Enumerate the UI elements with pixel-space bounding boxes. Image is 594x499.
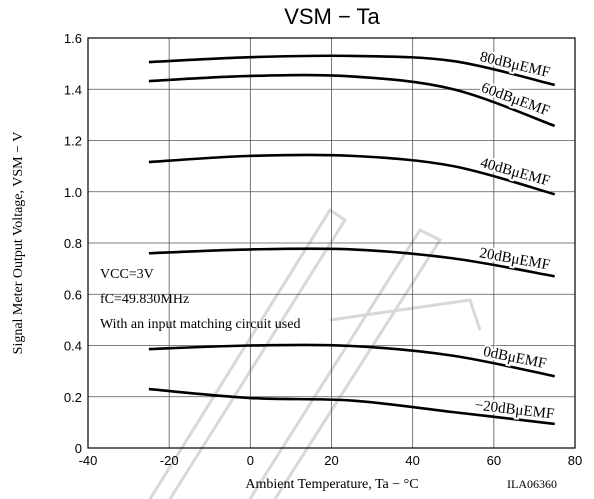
- y-tick-label: 0.2: [64, 390, 82, 405]
- watermark: [148, 207, 482, 499]
- series-label: 80dBμEMF: [478, 49, 551, 81]
- y-tick-label: 0.6: [64, 287, 82, 302]
- plot-frame: [87, 37, 576, 449]
- annotation: With an input matching circuit used: [100, 317, 300, 332]
- annotation: VCC=3V: [100, 267, 154, 282]
- series-line: [148, 247, 555, 278]
- series-line: [148, 73, 556, 128]
- y-tick-label: 0: [75, 441, 82, 456]
- y-tick-label: 1.4: [64, 82, 82, 97]
- x-tick-label: -20: [160, 453, 179, 468]
- y-tick-label: 0.4: [64, 339, 82, 354]
- y-tick-label: 1.6: [64, 31, 82, 46]
- x-tick-label: 60: [487, 453, 501, 468]
- y-tick-label: 0.8: [64, 236, 82, 251]
- annotation: fC=49.830MHz: [100, 292, 189, 307]
- x-tick-label: 0: [247, 453, 254, 468]
- series-line: [148, 54, 556, 87]
- x-tick-label: 40: [405, 453, 419, 468]
- x-tick-label: -40: [79, 453, 98, 468]
- y-tick-label: 1.2: [64, 134, 82, 149]
- x-tick-label: 80: [568, 453, 582, 468]
- y-axis-label: Signal Meter Output Voltage, VSM − V: [11, 132, 26, 355]
- chart-title: VSM − Ta: [284, 4, 380, 29]
- figure-code: ILA06360: [507, 477, 557, 491]
- y-tick-label: 1.0: [64, 185, 82, 200]
- series-line: [148, 387, 555, 426]
- series-label: 40dBμEMF: [479, 155, 552, 190]
- x-axis-label: Ambient Temperature, Ta − °C: [245, 477, 418, 492]
- x-tick-label: 20: [324, 453, 338, 468]
- series-line: [148, 343, 555, 378]
- series-line: [148, 153, 556, 196]
